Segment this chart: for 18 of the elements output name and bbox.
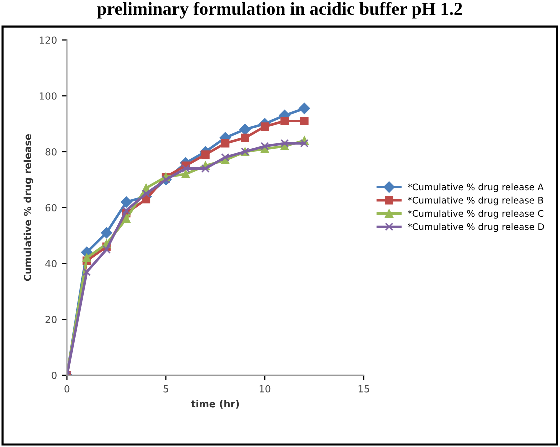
- y-tick-label: 0: [52, 372, 57, 380]
- x-tick-label: 10: [260, 385, 271, 393]
- y-tick-label: 60: [46, 204, 57, 212]
- x-axis-title: time (hr): [191, 400, 240, 409]
- y-tick-label: 80: [46, 148, 57, 156]
- x-tick-label: 0: [64, 385, 70, 393]
- y-tick-label: 120: [40, 36, 57, 44]
- legend-label: *Cumulative % drug release D: [408, 223, 544, 232]
- x-tick-label: 5: [164, 386, 168, 393]
- x-tick-label: 15: [358, 386, 370, 393]
- legend-label: *Cumulative % drug release B: [408, 196, 544, 206]
- y-tick-label: 100: [40, 92, 57, 100]
- legend-label: *Cumulative % drug release A: [408, 184, 544, 192]
- legend-label: *Cumulative % drug release C: [408, 210, 544, 219]
- y-tick-label: 20: [46, 316, 57, 324]
- y-axis-title: Cumulative % drug release: [24, 134, 34, 282]
- y-tick-label: 40: [46, 260, 57, 268]
- chart-title: preliminary formulation in acidic buffer pH 1.2: [97, 2, 462, 19]
